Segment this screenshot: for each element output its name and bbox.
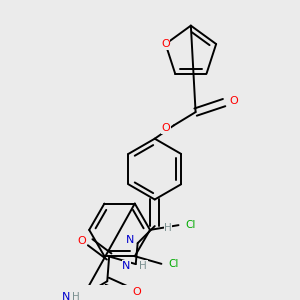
Text: H: H xyxy=(140,261,147,271)
Text: O: O xyxy=(229,96,238,106)
Text: Cl: Cl xyxy=(169,259,179,269)
Text: O: O xyxy=(161,39,170,49)
Text: N: N xyxy=(126,235,134,245)
Text: O: O xyxy=(77,236,86,246)
Text: N: N xyxy=(62,292,70,300)
Text: N: N xyxy=(122,261,130,271)
Text: O: O xyxy=(132,286,141,297)
Text: H: H xyxy=(164,223,172,233)
Text: O: O xyxy=(162,123,170,133)
Text: H: H xyxy=(72,292,80,300)
Text: Cl: Cl xyxy=(186,220,196,230)
